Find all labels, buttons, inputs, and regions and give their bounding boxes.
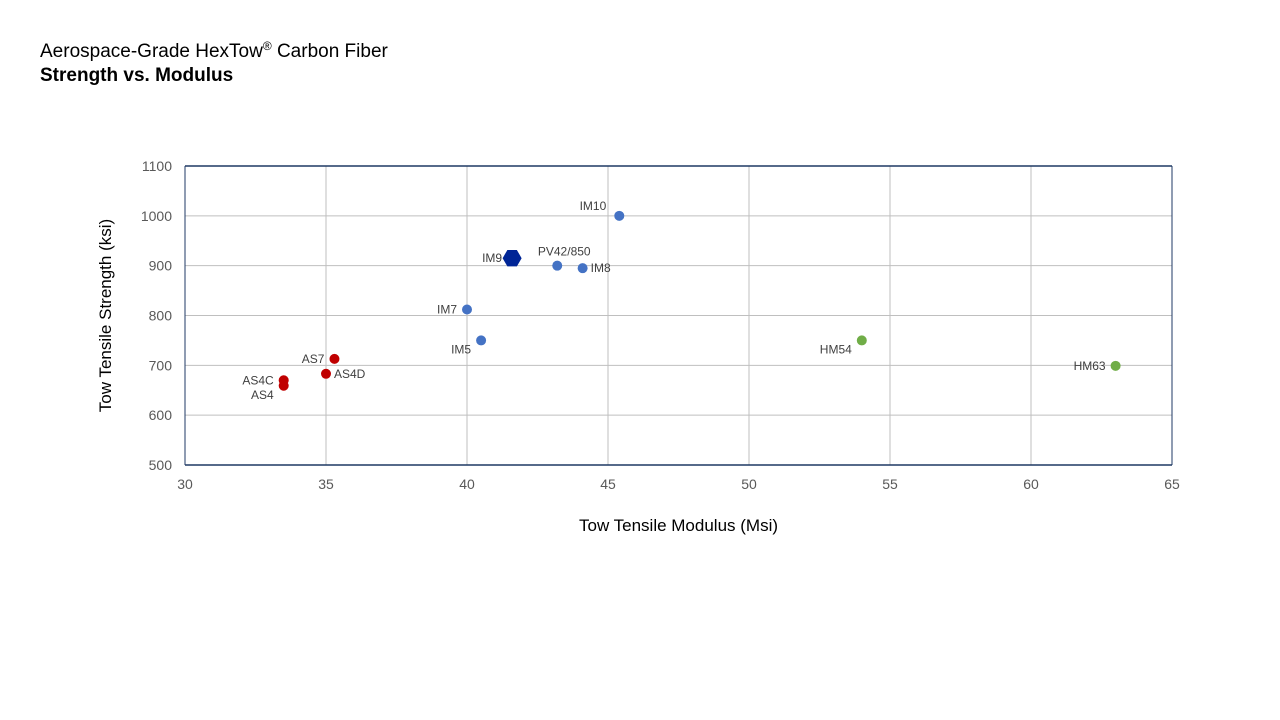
registered-mark: ® (262, 39, 272, 53)
x-tick-label: 35 (318, 476, 334, 492)
point-im9-marker (502, 249, 522, 267)
point-as7-label: AS7 (302, 352, 325, 366)
point-hm54-marker (856, 335, 867, 346)
point-as4-label: AS4 (251, 388, 274, 402)
point-hm63-marker (1110, 360, 1121, 371)
chart-title-prefix: Aerospace-Grade HexTow (40, 41, 263, 62)
point-im5-marker (476, 335, 487, 346)
point-as4c-marker (278, 375, 289, 386)
x-tick-label: 45 (600, 476, 616, 492)
point-hm54-label: HM54 (820, 342, 852, 356)
x-axis-title: Tow Tensile Modulus (Msi) (579, 516, 778, 535)
tick-labels: 30 35 40 45 50 55 60 65 500 600 700 800 900 1000 1100 (141, 158, 1180, 492)
y-tick-label: 600 (149, 407, 173, 423)
x-tick-label: 40 (459, 476, 475, 492)
y-tick-label: 700 (149, 357, 173, 373)
point-im7-marker (462, 304, 472, 315)
y-tick-label: 800 (149, 308, 173, 324)
grid-lines (184, 165, 1173, 466)
y-axis-title: Tow Tensile Strength (ksi) (96, 219, 115, 412)
plot-frame (184, 165, 1173, 466)
chart-title-suffix: Carbon Fiber (271, 41, 388, 62)
point-im10-marker (614, 210, 625, 221)
point-as4d-label: AS4D (334, 367, 366, 381)
point-as7-marker (329, 353, 340, 364)
point-im5-label: IM5 (451, 342, 471, 356)
y-tick-label: 1000 (141, 208, 172, 224)
chart-subtitle: Strength vs. Modulus (40, 65, 234, 86)
x-tick-label: 60 (1023, 476, 1039, 492)
y-tick-label: 900 (149, 258, 173, 274)
x-tick-label: 50 (741, 476, 757, 492)
point-im7-label: IM7 (437, 303, 457, 317)
y-tick-label: 500 (149, 457, 173, 473)
x-tick-label: 30 (177, 476, 193, 492)
point-as4d-marker (321, 368, 331, 379)
chart-title-block: Aerospace-Grade HexTow® Carbon Fiber Str… (40, 40, 388, 88)
chart-title: Aerospace-Grade HexTow® Carbon Fiber (40, 40, 388, 64)
point-pv42-850-marker (552, 260, 563, 271)
point-im10-label: IM10 (580, 199, 607, 213)
point-im8-marker (577, 263, 588, 274)
point-hm63-label: HM63 (1074, 359, 1106, 373)
x-tick-label: 55 (882, 476, 898, 492)
point-pv42-850-label: PV42/850 (538, 245, 591, 259)
y-tick-label: 1100 (142, 158, 172, 174)
point-im9-label: IM9 (482, 251, 502, 265)
point-im8-label: IM8 (591, 261, 611, 275)
point-as4c-label: AS4C (242, 373, 274, 387)
data-points (278, 210, 1121, 391)
x-tick-label: 65 (1164, 476, 1180, 492)
